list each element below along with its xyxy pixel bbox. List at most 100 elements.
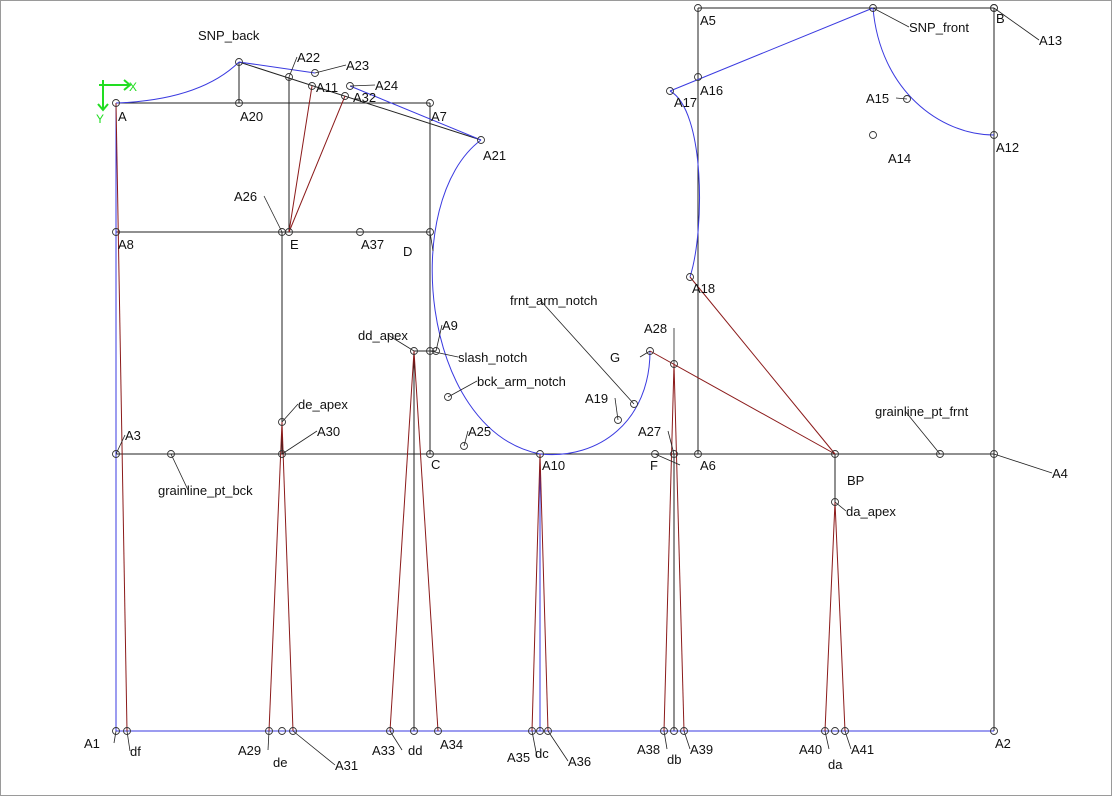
point-marker-a18[interactable] [686,273,694,281]
leader-a1 [113,730,117,744]
point-label-de-apex: de_apex [298,397,348,412]
point-marker-d[interactable] [426,228,434,236]
point-marker-a28[interactable] [670,360,678,368]
point-label-a3: A3 [125,428,141,443]
point-marker-a39[interactable] [680,727,688,735]
point-marker-a33[interactable] [386,727,394,735]
point-marker-db[interactable] [670,727,678,735]
point-marker-a38[interactable] [660,727,668,735]
point-marker-snp-front[interactable] [869,4,877,12]
back-shoulder-start [238,61,316,74]
x-axis-arrowhead [123,79,132,91]
point-marker-bck-arm-notch[interactable] [444,393,452,401]
point-marker-snp-back[interactable] [235,58,243,66]
point-marker-de-apex[interactable] [278,418,286,426]
point-marker-g[interactable] [646,347,654,355]
point-marker-a9[interactable] [432,347,440,355]
dart-dc-a35 [531,453,541,732]
point-marker-df[interactable] [123,727,131,735]
point-label-a12: A12 [996,140,1019,155]
back-neck-curve [115,61,240,104]
point-marker-a31[interactable] [289,727,297,735]
dart-de-a29 [268,421,283,732]
point-label-a24: A24 [375,78,398,93]
point-marker-a23[interactable] [311,69,319,77]
point-label-grainline-pt-bck: grainline_pt_bck [158,483,253,498]
point-marker-de[interactable] [278,727,286,735]
point-marker-a14[interactable] [869,131,877,139]
point-marker-a11[interactable] [308,82,316,90]
point-marker-c[interactable] [426,450,434,458]
point-marker-a35[interactable] [528,727,536,735]
point-marker-a24[interactable] [346,82,354,90]
point-label-a32: A32 [353,90,376,105]
leader-f [654,453,681,466]
point-label-da: da [828,757,843,772]
point-marker-a1[interactable] [112,727,120,735]
point-label-a13: A13 [1039,33,1062,48]
point-marker-dd[interactable] [410,727,418,735]
point-marker-dc[interactable] [536,727,544,735]
point-marker-a8[interactable] [112,228,120,236]
point-marker-a37[interactable] [356,228,364,236]
point-marker-a13[interactable] [990,4,998,12]
point-label-frnt-arm-notch: frnt_arm_notch [510,293,597,308]
point-marker-a2[interactable] [990,727,998,735]
point-label-a37: A37 [361,237,384,252]
point-marker-grainline-pt-frnt[interactable] [936,450,944,458]
point-label-d: D [403,244,412,259]
point-marker-dd-apex[interactable] [410,347,418,355]
point-marker-a19[interactable] [614,416,622,424]
point-label-da-apex: da_apex [846,504,896,519]
point-marker-slash-notch[interactable] [426,347,434,355]
point-marker-a34[interactable] [434,727,442,735]
dart-shoulder-a11 [288,85,313,233]
point-marker-a6[interactable] [694,450,702,458]
axis-indicator: X Y [96,79,137,126]
point-marker-grainline-pt-bck[interactable] [167,450,175,458]
point-label-a18: A18 [692,281,715,296]
point-marker-a7[interactable] [426,99,434,107]
point-marker-f[interactable] [651,450,659,458]
point-marker-a[interactable] [112,99,120,107]
point-marker-a20[interactable] [235,99,243,107]
front-armhole-curve [669,90,701,278]
point-marker-a32[interactable] [341,92,349,100]
point-marker-a40[interactable] [821,727,829,735]
point-label-a5: A5 [700,13,716,28]
point-marker-a3[interactable] [112,450,120,458]
point-marker-bp[interactable] [831,450,839,458]
leader-a24 [349,84,376,87]
point-marker-e[interactable] [285,228,293,236]
dart-dc-a36 [539,453,549,732]
leader-a27 [667,430,675,455]
point-label-a17: A17 [674,95,697,110]
leader-a40 [824,730,830,750]
point-marker-a5[interactable] [694,4,702,12]
leader-a15 [895,97,908,100]
point-marker-a30[interactable] [278,450,286,458]
point-marker-a22[interactable] [285,73,293,81]
point-marker-a15[interactable] [903,95,911,103]
point-marker-a17[interactable] [666,87,674,95]
point-marker-a25[interactable] [460,442,468,450]
point-marker-a12[interactable] [990,131,998,139]
point-marker-da[interactable] [831,727,839,735]
point-marker-a27[interactable] [670,450,678,458]
point-marker-da-apex[interactable] [831,498,839,506]
leader-slash-notch [429,350,459,358]
point-marker-frnt-arm-notch[interactable] [630,400,638,408]
point-marker-a16[interactable] [694,73,702,81]
point-marker-a41[interactable] [841,727,849,735]
point-label-a34: A34 [440,737,463,752]
point-marker-a29[interactable] [265,727,273,735]
point-marker-a4[interactable] [990,450,998,458]
point-label-f: F [650,458,658,473]
point-marker-a21[interactable] [477,136,485,144]
point-marker-a36[interactable] [544,727,552,735]
point-marker-a10[interactable] [536,450,544,458]
armhole-curve [431,139,651,456]
point-label-a27: A27 [638,424,661,439]
